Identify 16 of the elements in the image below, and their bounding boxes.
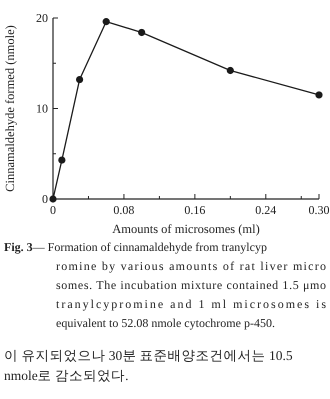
y-tick-label: 20 bbox=[36, 11, 48, 25]
x-tick-label: 0.08 bbox=[113, 203, 134, 217]
x-axis-title: Amounts of microsomes (ml) bbox=[112, 222, 260, 236]
y-tick-label: 10 bbox=[36, 102, 48, 116]
x-tick-label: 0.24 bbox=[255, 203, 276, 217]
text: tranylcypromine and 1 ml microsomes is bbox=[56, 297, 326, 311]
y-axis-title: Cinnamaldehyde formed (nmole) bbox=[3, 25, 17, 192]
y-tick-label: 0 bbox=[42, 192, 48, 206]
text: somes. The incubation mixture contained 1.5 μmo bbox=[56, 278, 326, 292]
x-tick-label: 0.16 bbox=[184, 203, 206, 217]
text: 이 유지되었으나 30분 표준배양조건에서는 10.5 bbox=[4, 348, 293, 363]
text: romine by various amounts of rat liver micro bbox=[56, 259, 326, 273]
text: Fig. 3— Formation of cinnamaldehyde from tranylcyp bbox=[4, 240, 267, 254]
text: nmole로 감소되었다. bbox=[4, 368, 128, 383]
x-tick-label: 0.30 bbox=[308, 203, 330, 217]
text: equivalent to 52.08 nmole cytochrome p-450. bbox=[56, 316, 275, 330]
